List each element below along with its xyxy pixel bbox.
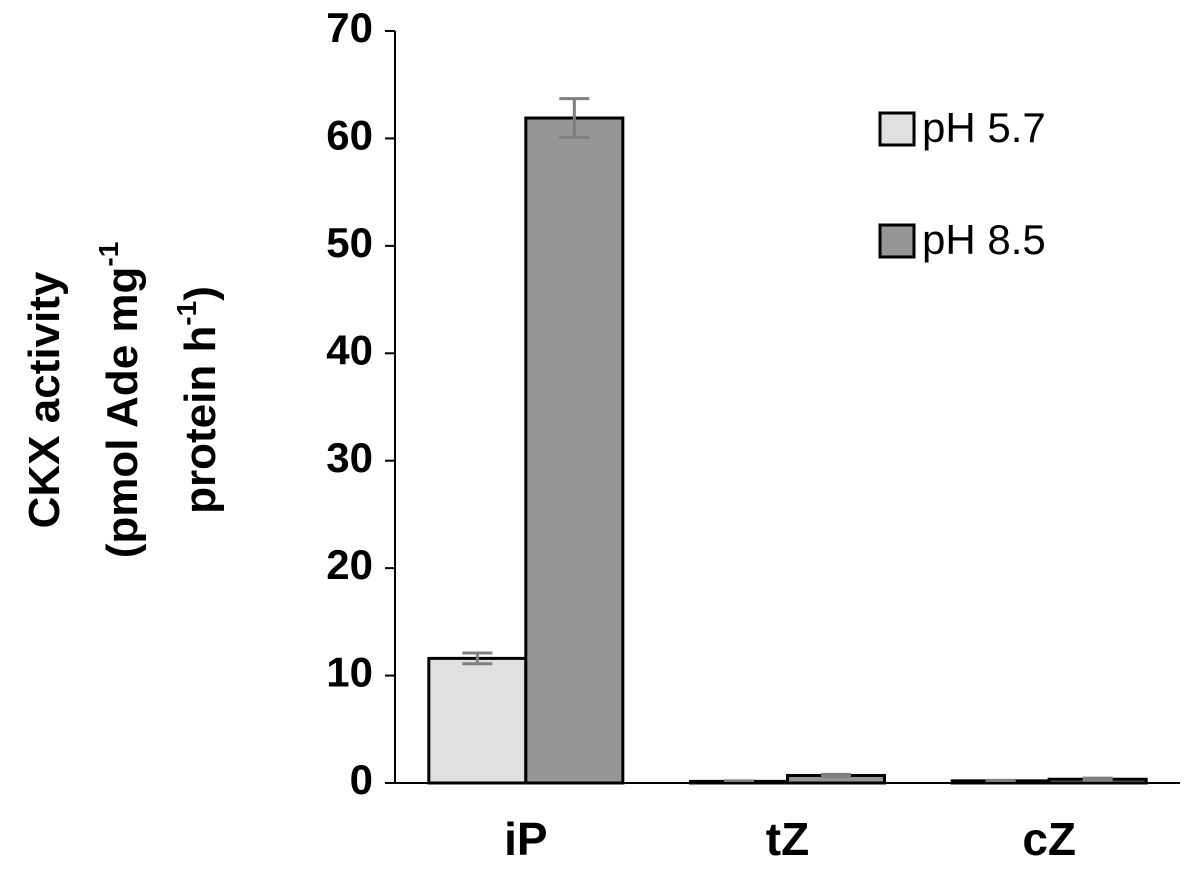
y-label-superscript: -1 — [93, 242, 124, 267]
legend-swatch — [878, 223, 916, 259]
y-label-superscript: -1 — [171, 301, 202, 326]
y-tick-label: 70 — [326, 4, 373, 51]
y-label-part: protein h — [176, 326, 225, 514]
y-tick-label: 20 — [326, 541, 373, 588]
bar — [524, 116, 625, 785]
error-bar — [1082, 776, 1113, 782]
x-tick-label: tZ — [766, 813, 809, 865]
y-label-part: ) — [176, 286, 225, 301]
y-tick-label: 0 — [350, 756, 373, 803]
y-label-part: (pmol Ade mg — [98, 267, 147, 559]
legend-swatch — [878, 111, 916, 147]
y-axis-label: CKX activity (pmol Ade mg-1protein h-1) — [20, 242, 225, 559]
y-tick-label: 10 — [326, 649, 373, 696]
legend-label: pH 8.5 — [922, 216, 1046, 263]
error-bar — [821, 772, 851, 779]
error-bar — [985, 778, 1016, 783]
error-bar — [462, 651, 493, 666]
error-bar — [724, 779, 754, 784]
bar — [427, 656, 528, 785]
y-tick-label: 60 — [326, 112, 373, 159]
y-label-part: CKX activity — [20, 271, 69, 528]
x-tick-label: cZ — [1022, 813, 1076, 865]
y-tick-label: 40 — [326, 326, 373, 373]
y-tick-label: 50 — [326, 219, 373, 266]
x-tick-label: iP — [504, 813, 547, 865]
y-tick-label: 30 — [326, 434, 373, 481]
legend-label: pH 5.7 — [922, 104, 1046, 151]
error-bar — [559, 97, 590, 139]
